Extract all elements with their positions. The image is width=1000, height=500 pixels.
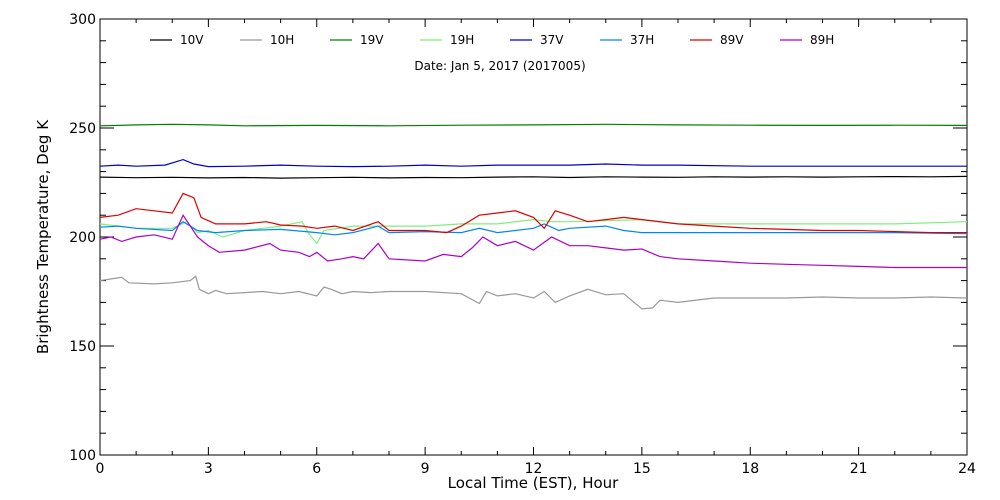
x-tick-label: 3: [204, 461, 213, 477]
date-annotation: Date: Jan 5, 2017 (2017005): [414, 59, 585, 73]
x-axis-title: Local Time (EST), Hour: [448, 474, 619, 492]
x-tick-label: 21: [850, 461, 868, 477]
x-tick-label: 24: [958, 461, 976, 477]
legend: 10V 10H 19V 19H 37V 37H 89V 89H: [150, 33, 834, 47]
x-tick-label: 0: [96, 461, 105, 477]
series-line-89v: [99, 192, 967, 234]
y-tick-label: 200: [69, 230, 96, 246]
series-line-37v: [99, 158, 967, 168]
y-axis-title: Brightness Temperature, Deg K: [34, 119, 52, 354]
legend-label: 19H: [450, 33, 474, 47]
legend-label: 37V: [540, 33, 564, 47]
x-tick-label: 18: [741, 461, 759, 477]
y-tick-label: 250: [69, 121, 96, 137]
legend-label: 89H: [810, 33, 834, 47]
series-lines: [99, 123, 968, 310]
x-tick-label: 12: [525, 461, 543, 477]
legend-label: 10V: [180, 33, 204, 47]
legend-label: 19V: [360, 33, 384, 47]
plot-frame: [99, 18, 968, 456]
axis-ticks: 0 3 6 9 12 15 18 21 24 100 150 200 250 300: [69, 12, 976, 477]
x-tick-label: 9: [421, 461, 430, 477]
x-tick-label: 6: [312, 461, 321, 477]
series-line-10v: [99, 175, 968, 179]
series-line-89h: [99, 213, 967, 269]
legend-label: 89V: [720, 33, 744, 47]
y-tick-label: 300: [69, 12, 96, 28]
y-tick-label: 150: [69, 339, 96, 355]
series-line-10h: [99, 275, 968, 310]
legend-label: 10H: [270, 33, 294, 47]
y-tick-label: 100: [69, 448, 96, 464]
x-tick-label: 15: [633, 461, 651, 477]
legend-label: 37H: [630, 33, 654, 47]
series-line-19v: [99, 123, 968, 127]
